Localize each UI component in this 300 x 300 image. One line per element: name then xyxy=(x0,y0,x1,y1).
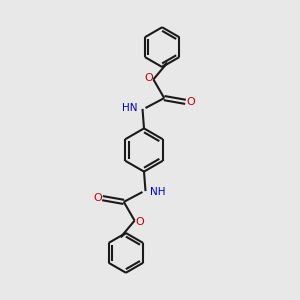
Text: O: O xyxy=(135,217,144,227)
Text: NH: NH xyxy=(150,187,166,197)
Text: O: O xyxy=(93,193,102,203)
Text: O: O xyxy=(144,73,153,83)
Text: O: O xyxy=(186,97,195,107)
Text: HN: HN xyxy=(122,103,138,113)
